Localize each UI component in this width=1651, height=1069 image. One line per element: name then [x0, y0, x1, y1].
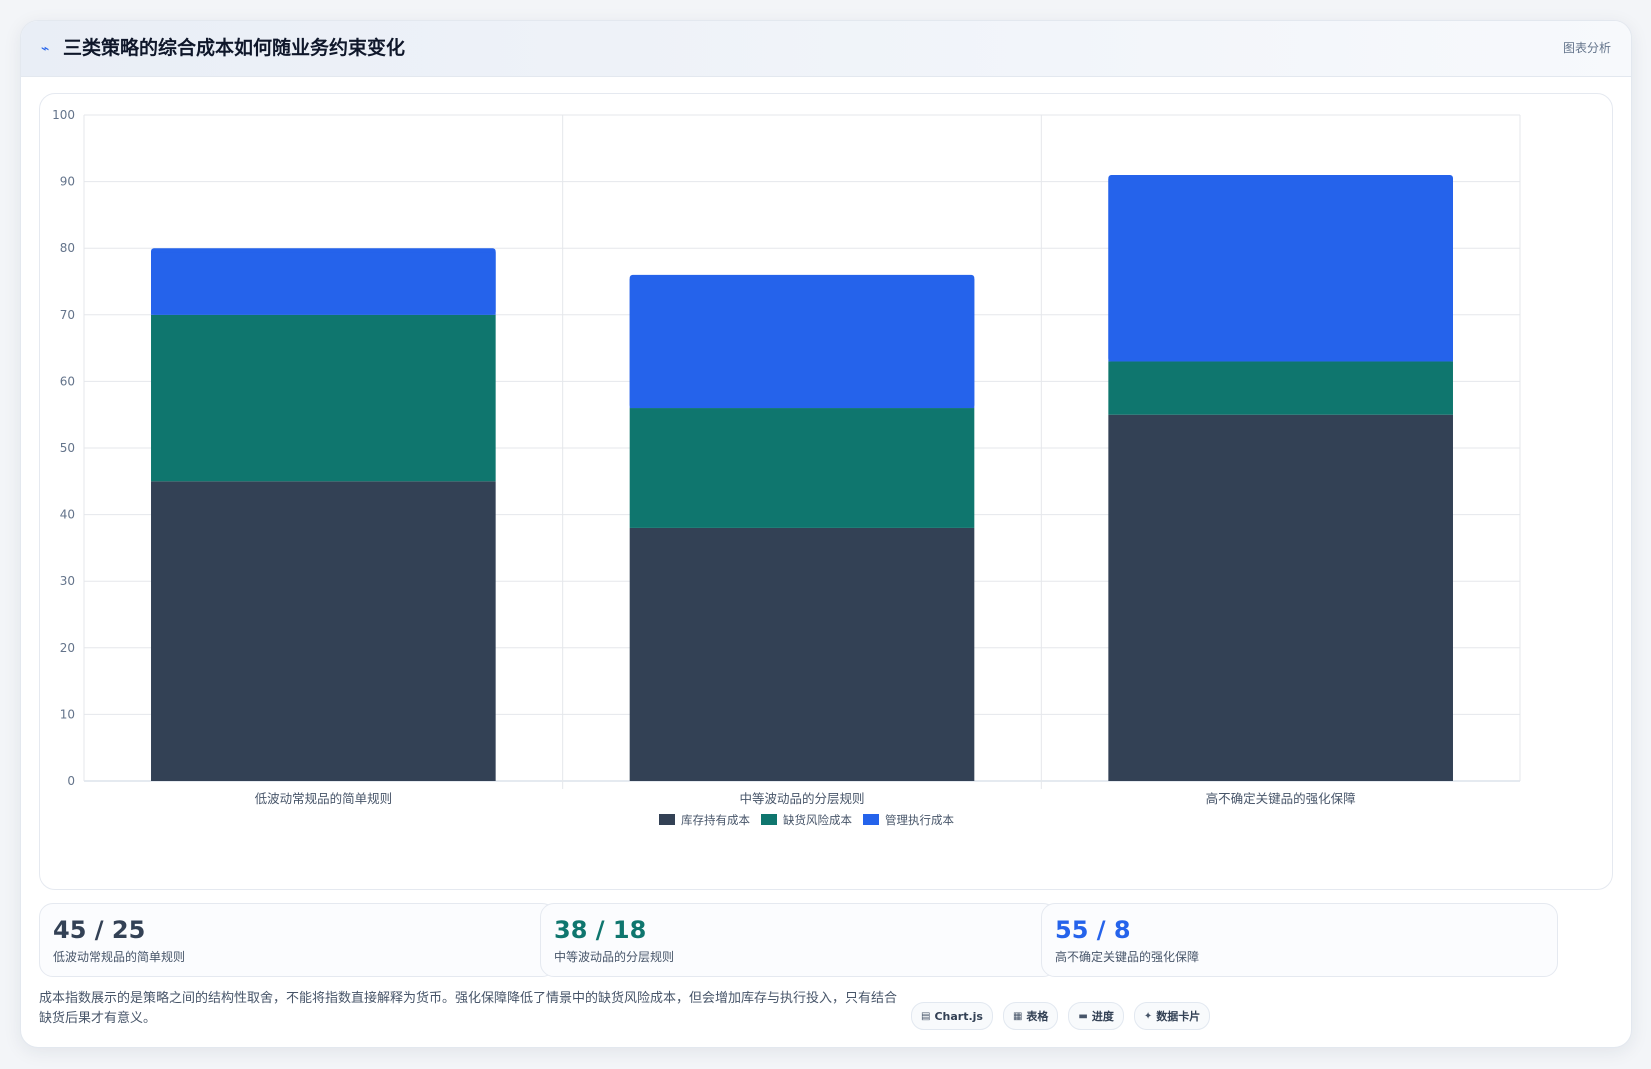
stat-value: 45 / 25 [53, 916, 146, 944]
chart-card: ⌁ 三类策略的综合成本如何随业务约束变化 图表分析 0 10 20 30 40 50 60 7… [20, 20, 1632, 1048]
chart-title: 三类策略的综合成本如何随业务约束变化 [63, 37, 406, 59]
y-tick-label: 80 [60, 241, 75, 255]
legend-label: 管理执行成本 [885, 813, 954, 827]
legend-label: 库存持有成本 [681, 813, 750, 827]
bar-segment [1108, 361, 1453, 415]
pill-label: 数据卡片 [1156, 1010, 1201, 1023]
pill-progress[interactable]: ▬ 进度 [1068, 1002, 1124, 1030]
chart-icon: ▤ [921, 1010, 931, 1022]
card-header: ⌁ 三类策略的综合成本如何随业务约束变化 图表分析 [21, 21, 1631, 77]
stat-card-high-uncertainty: 55 / 8 高不确定关键品的强化保障 [1041, 903, 1558, 977]
pill-chartjs[interactable]: ▤ Chart.js [911, 1002, 993, 1030]
stat-label: 中等波动品的分层规则 [554, 950, 675, 964]
bar-segment [151, 314, 496, 482]
progress-icon: ▬ [1078, 1010, 1088, 1022]
x-category-label: 中等波动品的分层规则 [739, 791, 864, 806]
stacked-bar-chart: 0 10 20 30 40 50 60 70 80 90 100 低波动常规品的简单规则 中等波动品的分… [52, 108, 1521, 827]
stat-label: 高不确定关键品的强化保障 [1055, 950, 1200, 964]
legend-swatch [761, 814, 777, 825]
y-tick-label: 50 [60, 441, 75, 455]
y-tick-label: 40 [60, 508, 75, 522]
chart-analysis-tag: 图表分析 [1562, 41, 1611, 55]
legend-swatch [863, 814, 879, 825]
bar-segment [151, 481, 496, 781]
bar-segment [1108, 414, 1453, 781]
y-tick-label: 90 [60, 175, 75, 189]
stat-value: 38 / 18 [554, 916, 647, 944]
chart-panel: 0 10 20 30 40 50 60 70 80 90 100 低波动常规品的简单规则 中等波动品的分… [39, 93, 1613, 890]
stat-card-medium-volatility: 38 / 18 中等波动品的分层规则 [540, 903, 1057, 977]
legend-swatch [659, 814, 675, 825]
y-tick-label: 0 [67, 774, 75, 788]
stat-value: 55 / 8 [1055, 916, 1131, 944]
footnote-text: 成本指数展示的是策略之间的结构性取舍，不能将指数直接解释为货币。强化保障降低了情… [39, 991, 898, 1026]
bar-segment [629, 527, 975, 781]
y-tick-label: 10 [60, 707, 75, 721]
bar-segment-fill [629, 278, 975, 409]
stat-label: 低波动常规品的简单规则 [53, 950, 186, 964]
y-tick-label: 100 [52, 108, 75, 122]
pill-label: 进度 [1091, 1010, 1114, 1023]
y-tick-label: 70 [60, 308, 75, 322]
view-switcher: ▤ Chart.js ▦ 表格 ▬ 进度 ✦ 数据卡片 [911, 1002, 1211, 1030]
bar-segment-fill [1108, 178, 1453, 362]
pill-label: 表格 [1026, 1010, 1049, 1023]
legend-label: 缺货风险成本 [783, 813, 852, 827]
y-tick-label: 30 [60, 574, 75, 588]
pill-data-cards[interactable]: ✦ 数据卡片 [1133, 1002, 1211, 1030]
y-tick-label: 20 [60, 641, 75, 655]
x-category-label: 低波动常规品的简单规则 [255, 791, 393, 806]
pill-table[interactable]: ▦ 表格 [1002, 1002, 1059, 1030]
bar-segment-fill [151, 252, 496, 315]
pill-label: Chart.js [934, 1009, 983, 1023]
bar-segment [629, 408, 975, 528]
x-category-label: 高不确定关键品的强化保障 [1206, 791, 1356, 806]
sparkle-icon: ✦ [1143, 1010, 1153, 1022]
trend-line-icon: ⌁ [41, 41, 50, 57]
stat-card-low-volatility: 45 / 25 低波动常规品的简单规则 [39, 903, 556, 977]
table-icon: ▦ [1012, 1010, 1023, 1022]
y-tick-label: 60 [60, 374, 75, 388]
